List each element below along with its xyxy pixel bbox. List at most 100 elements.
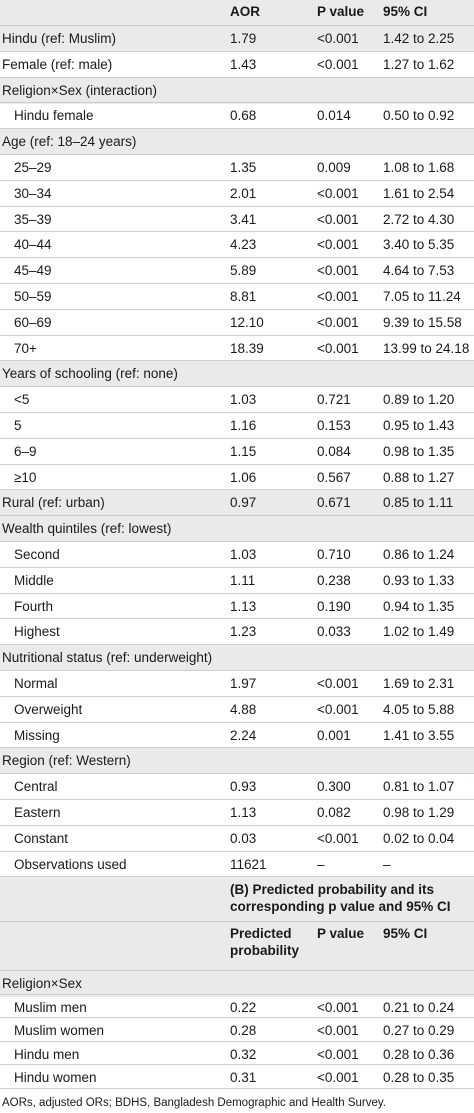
row-p-value: 0.153 bbox=[317, 418, 351, 433]
row-ci: 3.40 to 5.35 bbox=[383, 237, 455, 253]
row-ci: 0.94 to 1.35 bbox=[383, 598, 455, 614]
row-p-value: <0.001 bbox=[317, 999, 359, 1015]
row-value: 2.01 bbox=[230, 185, 257, 201]
section-b-title: (B) Predicted probability and its corres… bbox=[230, 882, 451, 914]
row-p-value: 0.567 bbox=[317, 469, 351, 485]
table-row: Region (ref: Western) bbox=[0, 747, 474, 775]
row-value: 1.16 bbox=[230, 418, 257, 433]
row-value: 1.35 bbox=[230, 160, 257, 175]
row-value: 4.23 bbox=[230, 237, 257, 253]
row-p-value: 0.009 bbox=[317, 160, 351, 175]
table-row: Hindu women 0.31 <0.001 0.28 to 0.35 bbox=[0, 1064, 474, 1091]
row-label: 6–9 bbox=[14, 443, 37, 459]
header-ci: 95% CI bbox=[383, 4, 428, 19]
row-p-value: <0.001 bbox=[317, 237, 359, 253]
row-value: 2.24 bbox=[230, 727, 257, 743]
table-row: Hindu men 0.32 <0.001 0.28 to 0.36 bbox=[0, 1040, 474, 1068]
row-ci: 0.21 to 0.24 bbox=[383, 999, 455, 1015]
row-ci: 0.93 to 1.33 bbox=[383, 572, 455, 588]
row-value: 3.41 bbox=[230, 211, 257, 227]
table-row: Wealth quintiles (ref: lowest) bbox=[0, 515, 474, 543]
row-ci: 0.81 to 1.07 bbox=[383, 779, 455, 795]
table-row: Normal 1.97 <0.001 1.69 to 2.31 bbox=[0, 670, 474, 697]
row-p-value: 0.190 bbox=[317, 598, 351, 614]
row-p-value: <0.001 bbox=[317, 185, 359, 201]
row-label: Religion×Sex bbox=[2, 976, 82, 991]
row-p-value: 0.084 bbox=[317, 443, 351, 459]
row-value: 1.97 bbox=[230, 676, 257, 691]
row-ci: 4.64 to 7.53 bbox=[383, 263, 455, 279]
row-value: 1.23 bbox=[230, 624, 257, 640]
row-p-value: 0.014 bbox=[317, 108, 351, 124]
table-row: 45–49 5.89 <0.001 4.64 to 7.53 bbox=[0, 257, 474, 284]
row-value: 1.43 bbox=[230, 56, 257, 72]
row-label: 40–44 bbox=[14, 237, 52, 253]
row-label: Constant bbox=[14, 830, 69, 846]
table-row: Muslim women 0.28 <0.001 0.27 to 0.29 bbox=[0, 1017, 474, 1044]
row-ci: 0.95 to 1.43 bbox=[383, 418, 455, 433]
header-aor: AOR bbox=[230, 4, 260, 19]
row-label: Central bbox=[14, 779, 58, 795]
table-row: 70+ 18.39 <0.001 13.99 to 24.18 bbox=[0, 334, 474, 362]
row-label: 35–39 bbox=[14, 211, 52, 227]
table-row: Central 0.93 0.300 0.81 to 1.07 bbox=[0, 773, 474, 800]
table-row: Rural (ref: urban) 0.97 0.671 0.85 to 1.11 bbox=[0, 489, 474, 517]
row-value: 0.03 bbox=[230, 830, 257, 846]
row-value: 1.13 bbox=[230, 598, 257, 614]
row-value: 18.39 bbox=[230, 340, 264, 356]
row-label: Region (ref: Western) bbox=[2, 753, 131, 769]
row-p-value: <0.001 bbox=[317, 340, 359, 356]
row-ci: 13.99 to 24.18 bbox=[383, 340, 470, 356]
row-value: 0.31 bbox=[230, 1070, 257, 1086]
row-p-value: <0.001 bbox=[317, 1046, 359, 1062]
row-label: Religion×Sex (interaction) bbox=[2, 82, 157, 98]
table-row: 25–29 1.35 0.009 1.08 to 1.68 bbox=[0, 154, 474, 181]
row-value: 0.22 bbox=[230, 999, 257, 1015]
table-row: Eastern 1.13 0.082 0.98 to 1.29 bbox=[0, 799, 474, 826]
row-label: Middle bbox=[14, 572, 54, 588]
row-label: Missing bbox=[14, 727, 60, 743]
row-p-value: <0.001 bbox=[317, 263, 359, 279]
row-p-value: <0.001 bbox=[317, 56, 359, 72]
row-label: Rural (ref: urban) bbox=[2, 495, 105, 511]
table-row: 60–69 12.10 <0.001 9.39 to 15.58 bbox=[0, 308, 474, 336]
row-label: 60–69 bbox=[14, 314, 52, 330]
row-value: 12.10 bbox=[230, 314, 264, 330]
table-row: ≥10 1.06 0.567 0.88 to 1.27 bbox=[0, 463, 474, 491]
table-row: Missing 2.24 0.001 1.41 to 3.55 bbox=[0, 721, 474, 749]
row-label: Hindu female bbox=[14, 108, 94, 124]
row-p-value: 0.710 bbox=[317, 547, 351, 562]
row-p-value: 0.033 bbox=[317, 624, 351, 640]
table-row: 40–44 4.23 <0.001 3.40 to 5.35 bbox=[0, 231, 474, 258]
row-ci: 1.42 to 2.25 bbox=[383, 31, 455, 46]
row-label: Muslim women bbox=[14, 1023, 105, 1039]
row-value: 11621 bbox=[230, 856, 267, 872]
row-ci: 1.02 to 1.49 bbox=[383, 624, 455, 640]
row-p-value: <0.001 bbox=[317, 676, 359, 691]
row-p-value: 0.082 bbox=[317, 805, 351, 820]
row-p-value: <0.001 bbox=[317, 289, 359, 304]
table-row: <5 1.03 0.721 0.89 to 1.20 bbox=[0, 386, 474, 413]
row-label: Muslim men bbox=[14, 999, 87, 1015]
table-row: Nutritional status (ref: underweight) bbox=[0, 644, 474, 672]
row-value: 5.89 bbox=[230, 263, 257, 279]
row-label: Fourth bbox=[14, 598, 54, 614]
row-value: 0.32 bbox=[230, 1046, 257, 1062]
row-ci: 0.28 to 0.35 bbox=[383, 1070, 455, 1086]
row-ci: 1.08 to 1.68 bbox=[383, 160, 455, 175]
table-row: Muslim men 0.22 <0.001 0.21 to 0.24 bbox=[0, 993, 474, 1021]
row-p-value: <0.001 bbox=[317, 31, 359, 46]
row-p-value: 0.721 bbox=[317, 392, 351, 408]
row-ci: 0.89 to 1.20 bbox=[383, 392, 455, 408]
row-label: Overweight bbox=[14, 701, 83, 717]
table-row: Religion×Sex bbox=[0, 970, 474, 997]
table-row: Observations used 11621 – – bbox=[0, 850, 474, 878]
table-row: 5 1.16 0.153 0.95 to 1.43 bbox=[0, 412, 474, 439]
row-p-value: – bbox=[317, 856, 325, 872]
table-row: Highest 1.23 0.033 1.02 to 1.49 bbox=[0, 618, 474, 645]
row-p-value: <0.001 bbox=[317, 830, 359, 846]
row-p-value: <0.001 bbox=[317, 701, 359, 717]
row-ci: 0.98 to 1.29 bbox=[383, 805, 455, 820]
table-row: Hindu female 0.68 0.014 0.50 to 0.92 bbox=[0, 102, 474, 129]
